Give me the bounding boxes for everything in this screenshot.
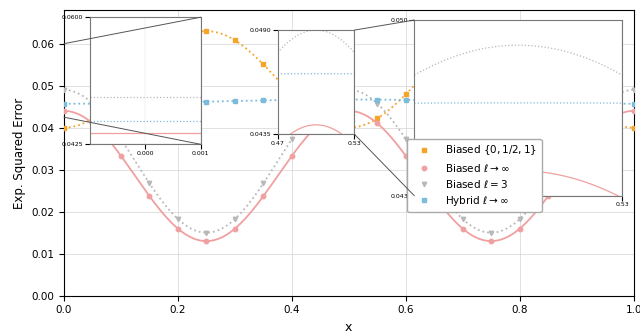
Biased $\{0,1/2,1\}$ <box>117 92 125 96</box>
Biased $\{0,1/2,1\}$ <box>174 38 182 42</box>
Hybrid $\ell\to\infty$ <box>60 102 68 106</box>
Y-axis label: Exp. Squared Error: Exp. Squared Error <box>13 97 26 209</box>
Biased $\ell\to\infty$ <box>202 239 210 243</box>
Biased $\ell\to\infty$ <box>545 194 552 198</box>
Hybrid $\ell\to\infty$ <box>402 98 410 102</box>
Hybrid $\ell\to\infty$ <box>516 100 524 104</box>
Biased $\ell=3$ <box>488 231 495 235</box>
Biased $\ell=3$ <box>288 137 296 141</box>
Hybrid $\ell\to\infty$ <box>231 99 239 103</box>
Biased $\ell\to\infty$ <box>602 121 609 125</box>
Biased $\ell\to\infty$ <box>174 226 182 230</box>
Hybrid $\ell\to\infty$ <box>545 101 552 105</box>
Hybrid $\ell\to\infty$ <box>431 98 438 102</box>
Biased $\ell=3$ <box>260 181 268 185</box>
Biased $\{0,1/2,1\}$ <box>260 62 268 67</box>
Biased $\ell\to\infty$ <box>488 239 495 243</box>
Biased $\ell\to\infty$ <box>260 194 268 198</box>
Biased $\ell=3$ <box>431 181 438 185</box>
Biased $\ell\to\infty$ <box>317 121 324 125</box>
Biased $\ell=3$ <box>174 217 182 221</box>
Biased $\{0,1/2,1\}$ <box>88 117 97 121</box>
Hybrid $\ell\to\infty$ <box>260 98 268 102</box>
Hybrid $\ell\to\infty$ <box>573 101 580 106</box>
Biased $\ell\to\infty$ <box>374 121 381 125</box>
Biased $\{0,1/2,1\}$ <box>459 38 467 42</box>
Biased $\ell=3$ <box>573 137 580 141</box>
Biased $\{0,1/2,1\}$ <box>402 92 410 96</box>
Hybrid $\ell\to\infty$ <box>345 97 353 101</box>
Biased $\ell=3$ <box>402 137 410 141</box>
Biased $\{0,1/2,1\}$ <box>146 62 154 67</box>
Biased $\ell\to\infty$ <box>516 226 524 230</box>
Biased $\{0,1/2,1\}$ <box>231 38 239 42</box>
Biased $\{0,1/2,1\}$ <box>202 29 210 33</box>
Line: Biased $\ell=3$: Biased $\ell=3$ <box>62 88 636 235</box>
Hybrid $\ell\to\infty$ <box>630 102 637 106</box>
Biased $\ell=3$ <box>602 101 609 106</box>
Hybrid $\ell\to\infty$ <box>117 101 125 106</box>
X-axis label: x: x <box>345 321 353 334</box>
Biased $\ell\to\infty$ <box>431 194 438 198</box>
Line: Biased $\{0,1/2,1\}$: Biased $\{0,1/2,1\}$ <box>62 29 636 130</box>
Hybrid $\ell\to\infty$ <box>488 100 495 104</box>
Biased $\{0,1/2,1\}$ <box>317 117 324 121</box>
Hybrid $\ell\to\infty$ <box>374 98 381 102</box>
Biased $\{0,1/2,1\}$ <box>60 126 68 130</box>
Hybrid $\ell\to\infty$ <box>602 101 609 106</box>
Biased $\ell\to\infty$ <box>88 121 97 125</box>
Biased $\ell=3$ <box>231 217 239 221</box>
Biased $\ell=3$ <box>60 88 68 92</box>
Biased $\ell\to\infty$ <box>345 109 353 113</box>
Hybrid $\ell\to\infty$ <box>88 101 97 106</box>
Hybrid $\ell\to\infty$ <box>288 98 296 102</box>
Biased $\ell=3$ <box>146 181 154 185</box>
Biased $\ell\to\infty$ <box>459 226 467 230</box>
Biased $\ell\to\infty$ <box>402 154 410 158</box>
Biased $\{0,1/2,1\}$ <box>545 62 552 67</box>
Biased $\{0,1/2,1\}$ <box>516 38 524 42</box>
Biased $\ell\to\infty$ <box>146 194 154 198</box>
Biased $\ell=3$ <box>545 181 552 185</box>
Biased $\ell=3$ <box>88 101 97 106</box>
Hybrid $\ell\to\infty$ <box>174 100 182 104</box>
Biased $\{0,1/2,1\}$ <box>374 117 381 121</box>
Biased $\ell\to\infty$ <box>231 226 239 230</box>
Hybrid $\ell\to\infty$ <box>317 98 324 102</box>
Hybrid $\ell\to\infty$ <box>459 99 467 103</box>
Biased $\ell=3$ <box>317 101 324 106</box>
Line: Hybrid $\ell\to\infty$: Hybrid $\ell\to\infty$ <box>62 97 636 106</box>
Biased $\{0,1/2,1\}$ <box>630 126 637 130</box>
Legend: Biased $\{0,1/2,1\}$, Biased $\ell\to\infty$, Biased $\ell=3$, Hybrid $\ell\to\i: Biased $\{0,1/2,1\}$, Biased $\ell\to\in… <box>406 139 541 212</box>
Biased $\{0,1/2,1\}$ <box>488 29 495 33</box>
Biased $\ell=3$ <box>202 231 210 235</box>
Hybrid $\ell\to\infty$ <box>146 101 154 105</box>
Biased $\{0,1/2,1\}$ <box>602 117 609 121</box>
Hybrid $\ell\to\infty$ <box>202 100 210 104</box>
Biased $\ell\to\infty$ <box>60 109 68 113</box>
Biased $\ell\to\infty$ <box>117 154 125 158</box>
Biased $\ell\to\infty$ <box>630 109 637 113</box>
Biased $\ell\to\infty$ <box>288 154 296 158</box>
Biased $\{0,1/2,1\}$ <box>573 92 580 96</box>
Biased $\{0,1/2,1\}$ <box>288 92 296 96</box>
Biased $\ell=3$ <box>630 88 637 92</box>
Biased $\ell=3$ <box>516 217 524 221</box>
Biased $\{0,1/2,1\}$ <box>431 62 438 67</box>
Biased $\ell=3$ <box>345 88 353 92</box>
Biased $\{0,1/2,1\}$ <box>345 126 353 130</box>
Biased $\ell=3$ <box>374 101 381 106</box>
Biased $\ell\to\infty$ <box>573 154 580 158</box>
Biased $\ell=3$ <box>117 137 125 141</box>
Biased $\ell=3$ <box>459 217 467 221</box>
Line: Biased $\ell\to\infty$: Biased $\ell\to\infty$ <box>62 109 636 243</box>
